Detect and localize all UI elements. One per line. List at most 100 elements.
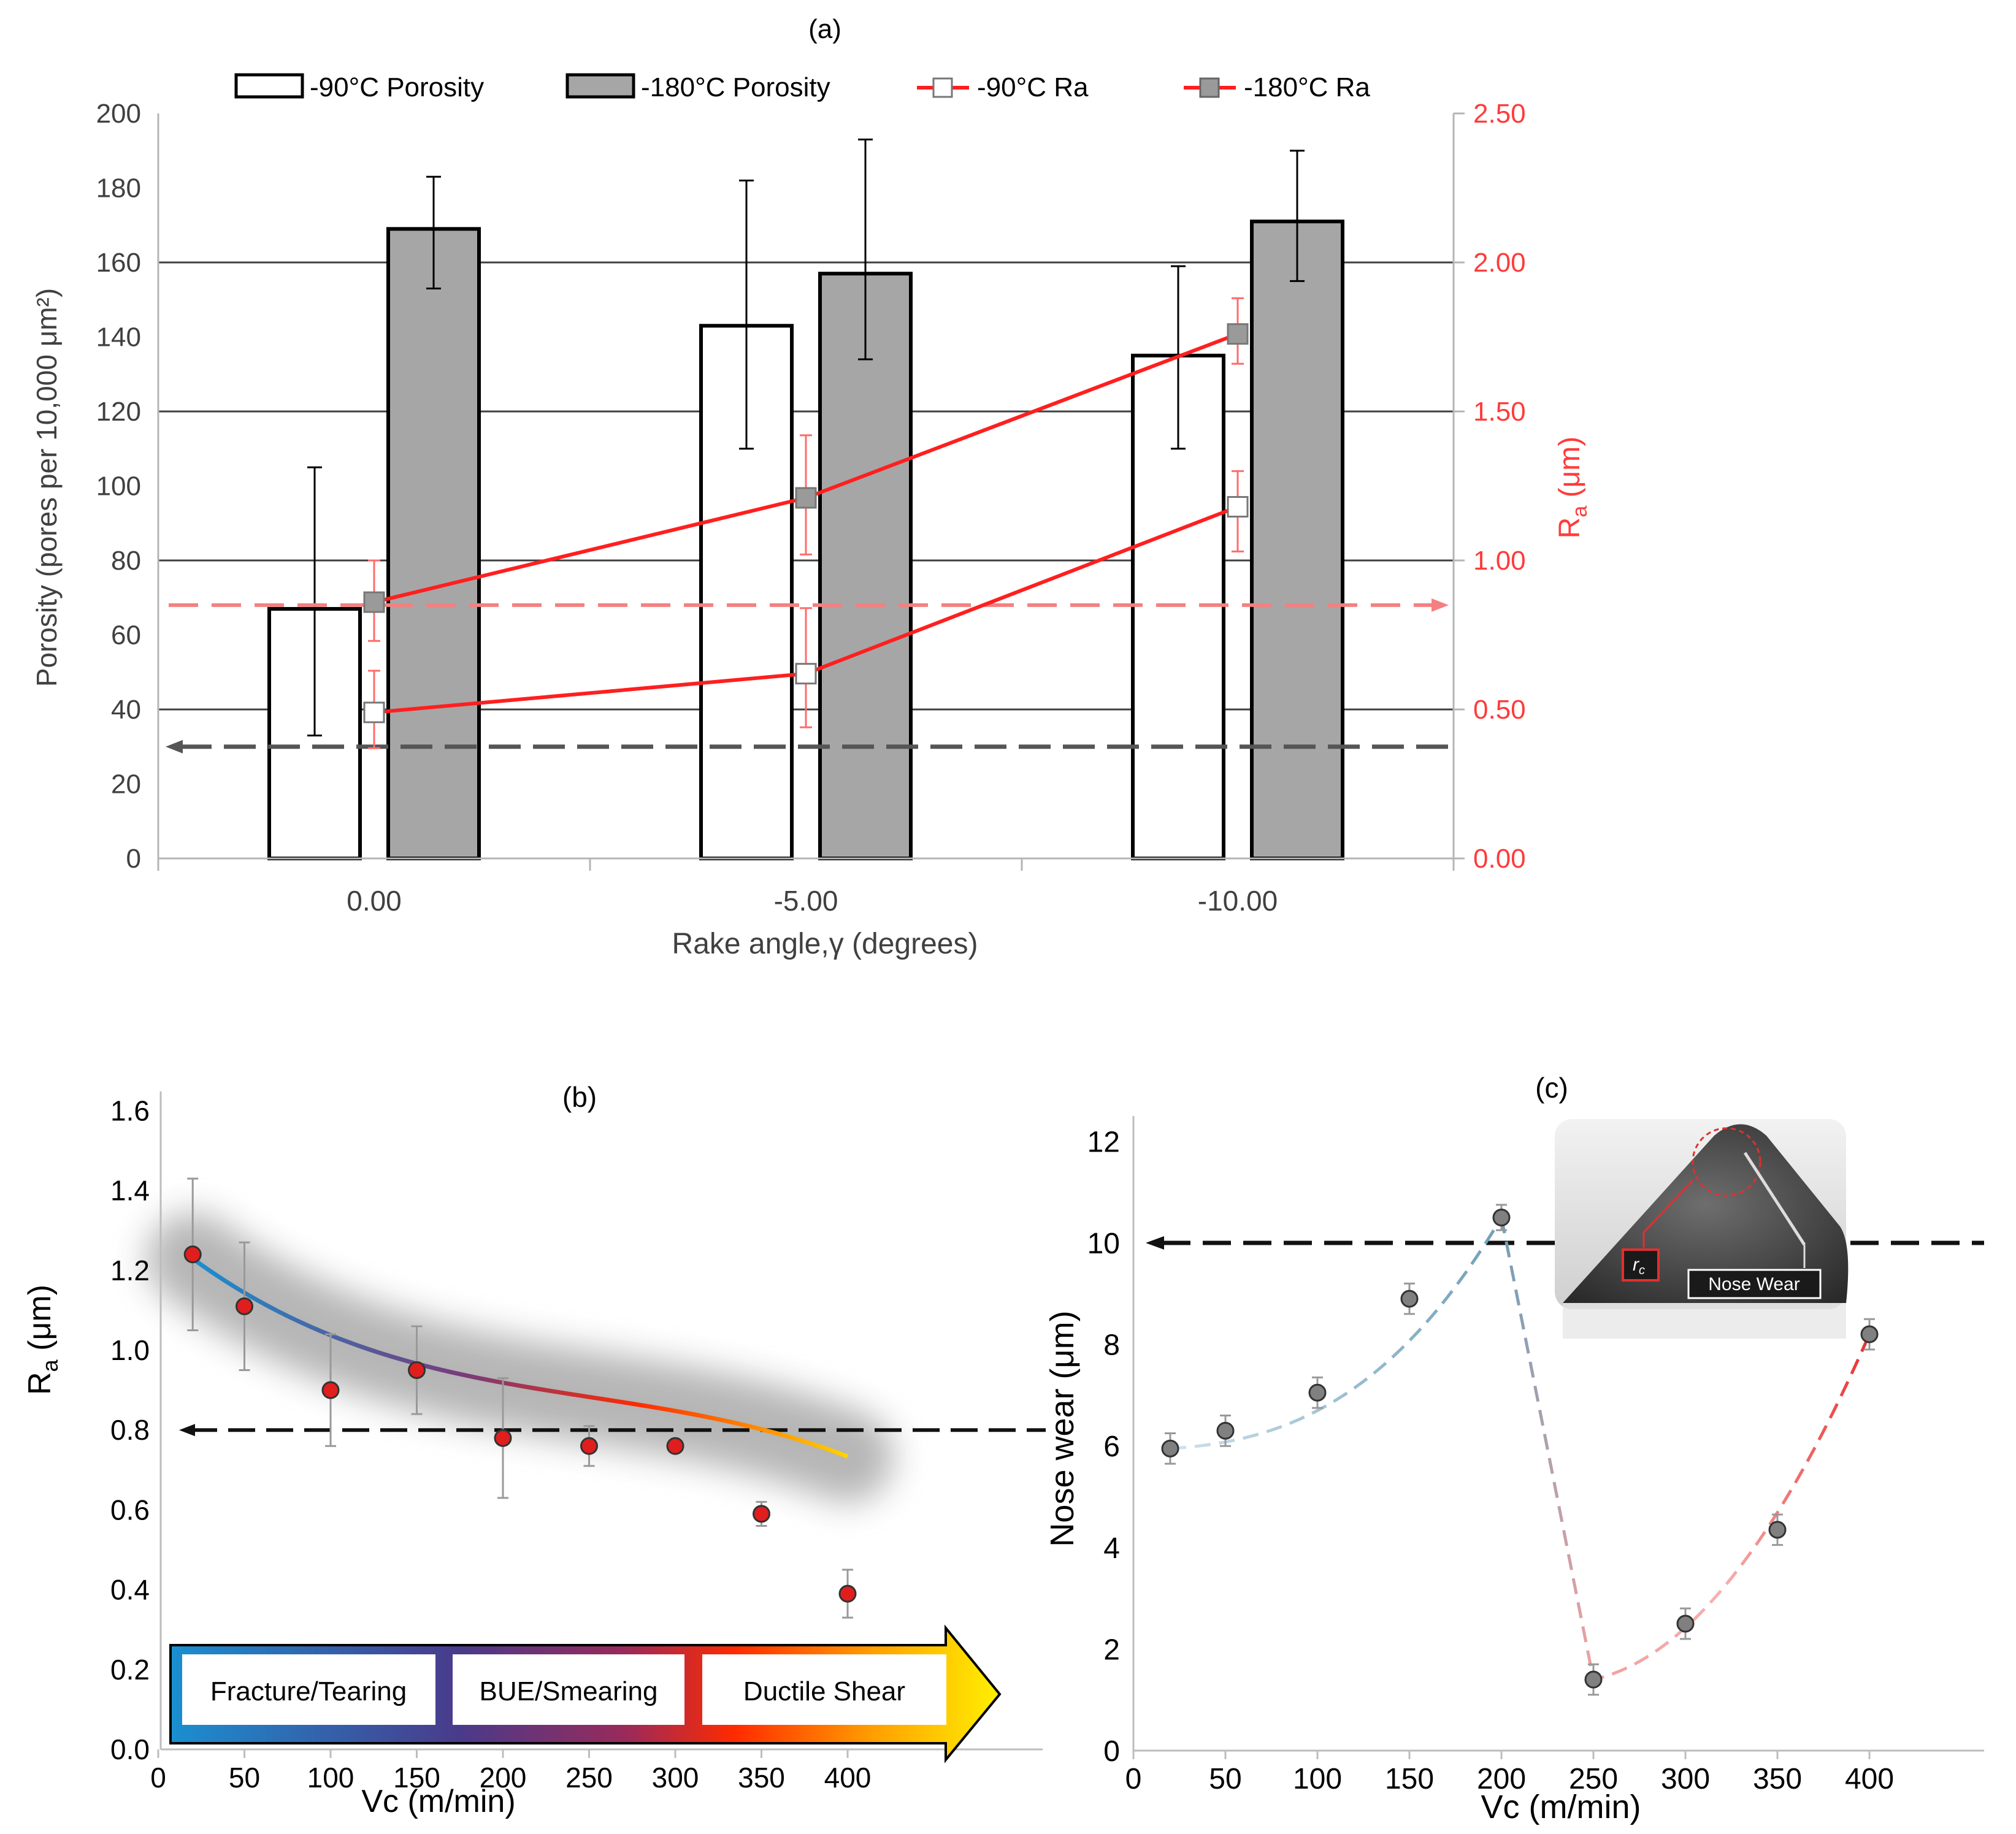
ra-series-a	[363, 297, 1249, 749]
y-axis-title-b-main: R	[22, 1372, 58, 1395]
data-point-b	[408, 1361, 426, 1380]
panel-c: (c) 0 2 4 6 8 10 12 0 50 100 150 200 250 300 350 400 rc…	[1044, 1072, 1984, 1825]
y-tick-label-c: 6	[1103, 1431, 1120, 1463]
marker-ra-180	[1227, 323, 1249, 345]
legend-marker-ra-90	[932, 77, 953, 98]
x-tick-label-b: 0	[150, 1762, 166, 1794]
y-tick-label-c: 8	[1103, 1329, 1120, 1362]
data-point-b	[580, 1437, 598, 1455]
data-point-b	[666, 1437, 684, 1455]
y-axis-title-b: Ra (μm)	[22, 1285, 63, 1395]
data-point-c	[1161, 1439, 1179, 1458]
category-label: -10.00	[1198, 885, 1278, 917]
data-point-c	[1216, 1421, 1235, 1440]
left-tick-label: 100	[96, 472, 141, 502]
left-tick-label: 60	[111, 621, 141, 651]
reference-arrow-c	[1146, 1236, 1164, 1250]
y-tick-label-c: 10	[1087, 1228, 1120, 1260]
legend-marker-ra-180	[1199, 77, 1220, 98]
x-tick-label-b: 200	[480, 1762, 527, 1794]
reference-arrow-gray	[166, 739, 183, 754]
fit-curve	[191, 1256, 849, 1459]
legend-label-ra-180: -180°C Ra	[1244, 72, 1370, 102]
bar-porosity-180	[1250, 220, 1344, 860]
left-tick-label: 160	[96, 248, 141, 278]
x-axis-title-c: Vc (m/min)	[1481, 1789, 1641, 1825]
legend-label-porosity-180: -180°C Porosity	[641, 72, 830, 102]
reference-lines-a	[166, 598, 1454, 754]
x-tick-label-c: 250	[1569, 1763, 1618, 1795]
left-axis-title-a: Porosity (pores per 10,000 μm²)	[31, 288, 63, 687]
reference-line-b	[179, 1424, 1046, 1437]
rc-label-main: r	[1633, 1255, 1639, 1275]
y-tick-label-b: 0.6	[110, 1494, 150, 1526]
ticks-a	[157, 112, 1465, 871]
trend-line-drop-rise	[1500, 1217, 1871, 1682]
left-tick-label: 200	[96, 99, 141, 129]
bar-porosity-180	[386, 227, 481, 861]
tool-inset: rc Nose Wear	[1555, 1119, 1849, 1339]
panel-a: (a) -90°C Porosity -180°C Porosity -90°C…	[31, 14, 1592, 960]
x-tick-label-c: 100	[1293, 1763, 1342, 1795]
category-label: -5.00	[774, 885, 838, 917]
right-axis-title-sub: a	[1568, 506, 1592, 518]
x-tick-label-c: 0	[1125, 1763, 1142, 1795]
right-tick-label: 2.00	[1473, 248, 1526, 278]
x-tick-label-b: 100	[307, 1762, 355, 1794]
regime-box-bue	[453, 1654, 684, 1725]
y-tick-label-b: 0.4	[110, 1574, 150, 1606]
right-tick-label: 1.50	[1473, 397, 1526, 427]
legend-label-ra-90: -90°C Ra	[977, 72, 1089, 102]
left-tick-label: 0	[126, 844, 141, 874]
left-tick-label: 40	[111, 695, 141, 725]
left-tick-label: 140	[96, 323, 141, 353]
x-tick-label-c: 200	[1477, 1763, 1526, 1795]
panel-label-c: (c)	[1535, 1072, 1568, 1104]
points-b	[183, 1177, 857, 1619]
rc-label-sub: c	[1639, 1264, 1645, 1277]
x-tick-label-c: 300	[1661, 1763, 1710, 1795]
y-tick-label-c: 2	[1103, 1633, 1120, 1666]
right-tick-label: 0.00	[1473, 844, 1526, 874]
data-point-c	[1308, 1383, 1327, 1402]
data-point-b	[236, 1297, 253, 1315]
legend-swatch-porosity-180	[565, 73, 635, 99]
x-tick-label-b: 350	[738, 1762, 785, 1794]
panel-label-a: (a)	[808, 14, 841, 44]
regime-box-fracture	[182, 1654, 435, 1725]
right-tick-label: 1.00	[1473, 546, 1526, 576]
y-axis-title-c: Nose wear (μm)	[1044, 1310, 1081, 1546]
marker-ra-90	[1227, 496, 1249, 518]
points-c	[1161, 1204, 1879, 1696]
x-tick-label-c: 350	[1753, 1763, 1802, 1795]
y-axis-title-b-sub: a	[37, 1359, 63, 1372]
y-tick-label-c: 0	[1103, 1735, 1120, 1768]
x-tick-label-b: 150	[393, 1762, 440, 1794]
data-point-c	[1676, 1614, 1695, 1633]
data-point-c	[1768, 1521, 1787, 1539]
x-tick-label-c: 50	[1209, 1763, 1241, 1795]
legend-a: -90°C Porosity -180°C Porosity -90°C Ra …	[234, 72, 1370, 102]
x-tick-label-c: 400	[1845, 1763, 1894, 1795]
fit-curve-b	[191, 1256, 849, 1459]
x-tick-label-b: 50	[229, 1762, 260, 1794]
data-point-c	[1860, 1325, 1879, 1343]
x-axis-title-b: Vc (m/min)	[361, 1784, 515, 1819]
y-tick-label-b: 1.6	[110, 1095, 150, 1126]
data-point-c	[1584, 1670, 1603, 1689]
y-tick-label-b: 0.2	[110, 1654, 150, 1686]
right-tick-label: 2.50	[1473, 99, 1526, 129]
y-tick-label-b: 0.8	[110, 1414, 150, 1446]
reference-arrow-b	[179, 1424, 195, 1437]
y-tick-label-b: 1.4	[110, 1175, 150, 1207]
y-tick-label-b: 1.2	[110, 1255, 150, 1286]
trend-line-rising	[1170, 1217, 1503, 1450]
x-axis-title-a: Rake angle,γ (degrees)	[672, 928, 978, 960]
y-tick-label-c: 4	[1103, 1532, 1120, 1565]
rc-leader	[1642, 1179, 1694, 1248]
x-tick-label-b: 400	[824, 1762, 872, 1794]
left-tick-label: 180	[96, 174, 141, 204]
left-tick-label: 80	[111, 546, 141, 576]
rc-label-box	[1622, 1248, 1660, 1282]
